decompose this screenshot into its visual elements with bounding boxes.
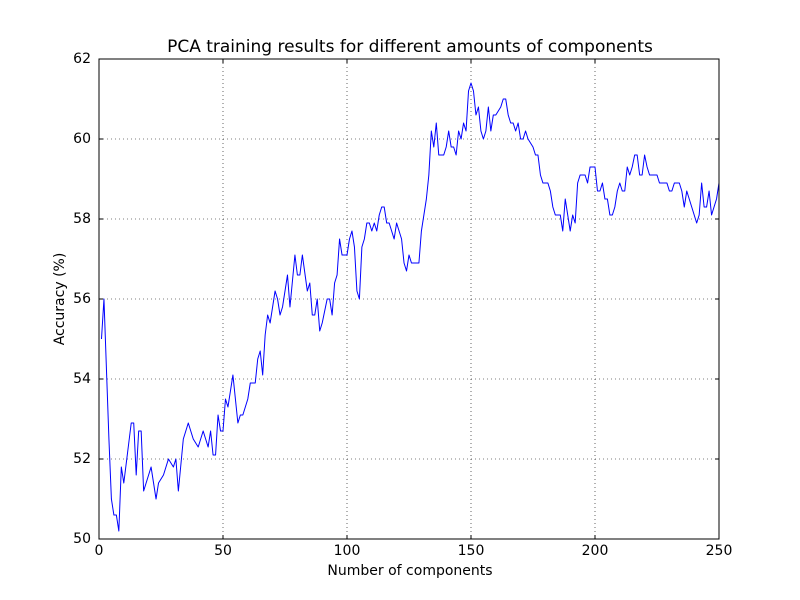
- data-line: [100, 82, 720, 532]
- y-tick-label: 50: [73, 531, 91, 547]
- x-axis-label: Number of components: [327, 563, 492, 579]
- y-axis-label: Accuracy (%): [52, 253, 68, 346]
- x-tick-label: 200: [582, 543, 609, 559]
- x-tick-label: 150: [458, 543, 485, 559]
- chart-title: PCA training results for different amoun…: [167, 37, 653, 57]
- x-tick-label: 50: [214, 543, 232, 559]
- x-tick-label: 0: [95, 543, 104, 559]
- x-tick-label: 100: [334, 543, 361, 559]
- y-tick-label: 62: [73, 51, 91, 67]
- y-tick-label: 54: [73, 371, 91, 387]
- y-tick-label: 60: [73, 131, 91, 147]
- plot-frame: [98, 58, 720, 540]
- y-tick-label: 52: [73, 451, 91, 467]
- x-tick-label: 250: [706, 543, 733, 559]
- y-tick-label: 58: [73, 211, 91, 227]
- y-tick-label: 56: [73, 291, 91, 307]
